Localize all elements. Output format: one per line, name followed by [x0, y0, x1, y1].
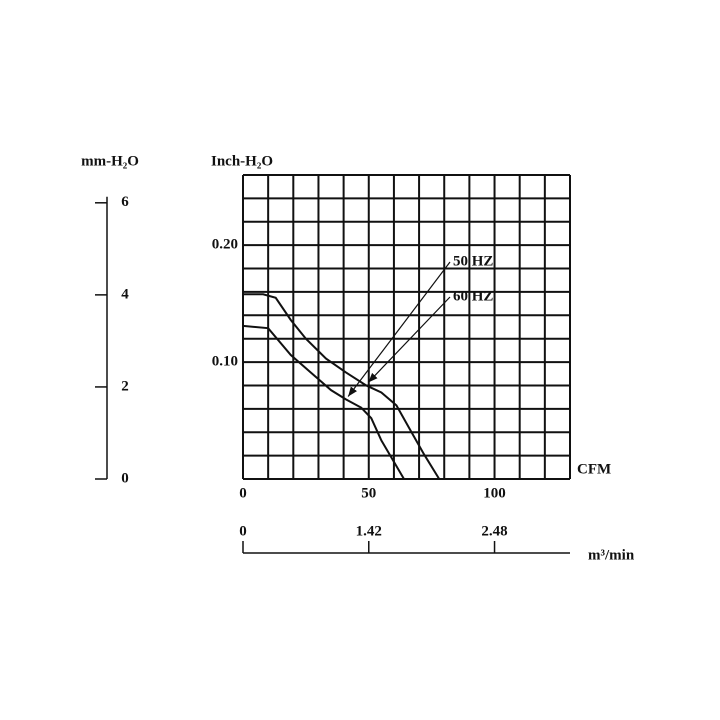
series-label: 60 HZ	[453, 288, 493, 304]
label-arrow	[347, 261, 451, 397]
x-tick-label: 0	[239, 485, 247, 501]
y2-axis-label: mm-H₂O	[81, 153, 139, 169]
y2-tick-label: 4	[121, 286, 129, 302]
x-tick-label: 50	[361, 485, 376, 501]
y2-tick-label: 0	[121, 470, 129, 486]
y-axis-label: Inch-H₂O	[211, 153, 273, 169]
x2-axis-label: m³/min	[588, 547, 635, 563]
curve	[243, 293, 441, 480]
y-tick-label: 0.20	[212, 237, 238, 253]
x-tick-label: 100	[483, 485, 506, 501]
x-axis-label: CFM	[577, 461, 611, 477]
y2-tick-label: 6	[121, 194, 129, 210]
x2-tick-label: 1.42	[356, 523, 382, 539]
x2-tick-label: 2.48	[481, 523, 507, 539]
label-arrow	[367, 296, 451, 383]
curve	[242, 324, 405, 480]
series-label: 50 HZ	[453, 253, 493, 269]
x2-tick-label: 0	[239, 523, 247, 539]
y2-tick-label: 2	[121, 378, 129, 394]
y-tick-label: 0.10	[212, 354, 238, 370]
